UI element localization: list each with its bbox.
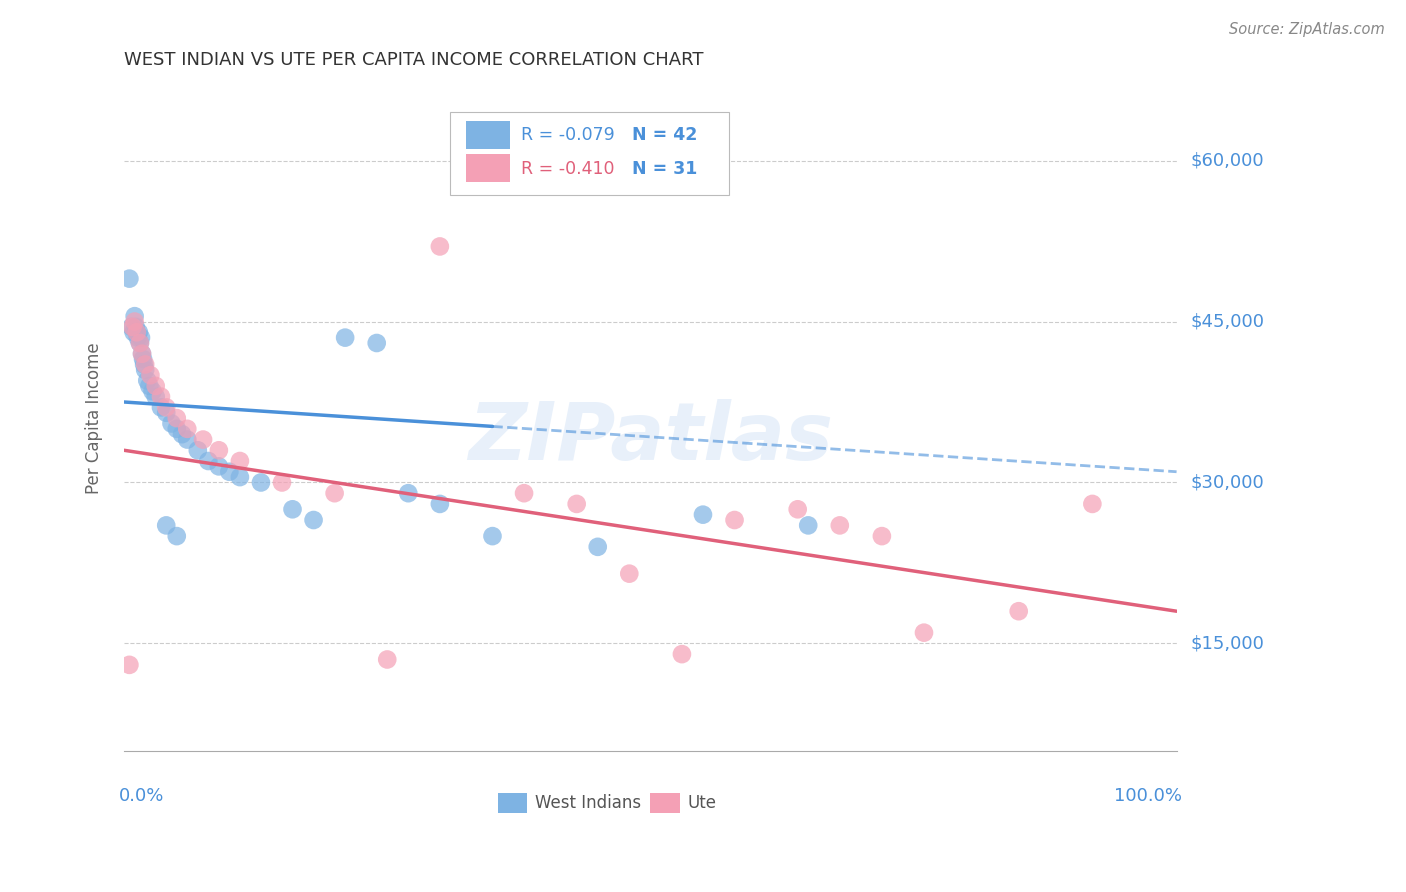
- Point: [671, 647, 693, 661]
- FancyBboxPatch shape: [467, 154, 510, 182]
- Text: $30,000: $30,000: [1191, 474, 1264, 491]
- Point: [692, 508, 714, 522]
- Point: [155, 518, 177, 533]
- Point: [396, 486, 419, 500]
- Point: [513, 486, 536, 500]
- Y-axis label: Per Capita Income: Per Capita Income: [86, 343, 103, 494]
- Point: [160, 417, 183, 431]
- Point: [145, 379, 167, 393]
- Point: [129, 336, 152, 351]
- Point: [145, 390, 167, 404]
- Point: [124, 314, 146, 328]
- Point: [134, 358, 156, 372]
- Text: Source: ZipAtlas.com: Source: ZipAtlas.com: [1229, 22, 1385, 37]
- Text: R = -0.410: R = -0.410: [520, 160, 614, 178]
- Point: [208, 443, 231, 458]
- Point: [828, 518, 851, 533]
- Point: [118, 657, 141, 672]
- Text: $15,000: $15,000: [1191, 634, 1264, 652]
- Point: [1081, 497, 1104, 511]
- Point: [131, 347, 153, 361]
- Point: [138, 379, 160, 393]
- FancyBboxPatch shape: [651, 793, 681, 813]
- Point: [136, 374, 159, 388]
- Point: [125, 326, 148, 340]
- Point: [912, 625, 935, 640]
- Point: [565, 497, 588, 511]
- Point: [302, 513, 325, 527]
- Point: [129, 331, 152, 345]
- Point: [586, 540, 609, 554]
- Text: R = -0.079: R = -0.079: [520, 127, 614, 145]
- Point: [149, 401, 172, 415]
- Point: [155, 401, 177, 415]
- Point: [121, 319, 143, 334]
- Point: [131, 347, 153, 361]
- Point: [132, 352, 155, 367]
- Point: [187, 443, 209, 458]
- Point: [129, 336, 152, 351]
- Point: [166, 411, 188, 425]
- Text: $45,000: $45,000: [1191, 312, 1264, 331]
- Point: [134, 363, 156, 377]
- Point: [323, 486, 346, 500]
- Point: [218, 465, 240, 479]
- Text: West Indians: West Indians: [534, 794, 641, 812]
- Point: [481, 529, 503, 543]
- Point: [429, 497, 451, 511]
- Point: [134, 358, 156, 372]
- Point: [271, 475, 294, 490]
- Point: [191, 433, 214, 447]
- Text: Ute: Ute: [688, 794, 716, 812]
- Point: [1008, 604, 1031, 618]
- Point: [429, 239, 451, 253]
- Point: [155, 406, 177, 420]
- Point: [197, 454, 219, 468]
- Text: N = 31: N = 31: [633, 160, 697, 178]
- Point: [166, 422, 188, 436]
- Point: [122, 326, 145, 340]
- Text: $60,000: $60,000: [1191, 152, 1264, 169]
- Point: [176, 422, 198, 436]
- Point: [124, 309, 146, 323]
- Point: [208, 459, 231, 474]
- Point: [149, 390, 172, 404]
- Point: [786, 502, 808, 516]
- Text: WEST INDIAN VS UTE PER CAPITA INCOME CORRELATION CHART: WEST INDIAN VS UTE PER CAPITA INCOME COR…: [124, 51, 703, 69]
- Point: [723, 513, 745, 527]
- Point: [139, 368, 162, 383]
- Point: [166, 529, 188, 543]
- FancyBboxPatch shape: [498, 793, 527, 813]
- Point: [333, 331, 356, 345]
- Point: [229, 454, 252, 468]
- Point: [125, 319, 148, 334]
- FancyBboxPatch shape: [450, 112, 730, 195]
- Point: [366, 336, 388, 351]
- Point: [176, 433, 198, 447]
- Point: [619, 566, 641, 581]
- FancyBboxPatch shape: [467, 120, 510, 149]
- Point: [125, 326, 148, 340]
- Point: [229, 470, 252, 484]
- Text: 100.0%: 100.0%: [1114, 788, 1182, 805]
- Text: 0.0%: 0.0%: [120, 788, 165, 805]
- Point: [250, 475, 273, 490]
- Text: ZIPatlas: ZIPatlas: [468, 399, 832, 477]
- Point: [141, 384, 163, 399]
- Point: [121, 319, 143, 334]
- Text: N = 42: N = 42: [633, 127, 697, 145]
- Point: [118, 271, 141, 285]
- Point: [170, 427, 193, 442]
- Point: [281, 502, 304, 516]
- Point: [375, 652, 398, 666]
- Point: [797, 518, 820, 533]
- Point: [128, 326, 150, 340]
- Point: [127, 331, 149, 345]
- Point: [870, 529, 893, 543]
